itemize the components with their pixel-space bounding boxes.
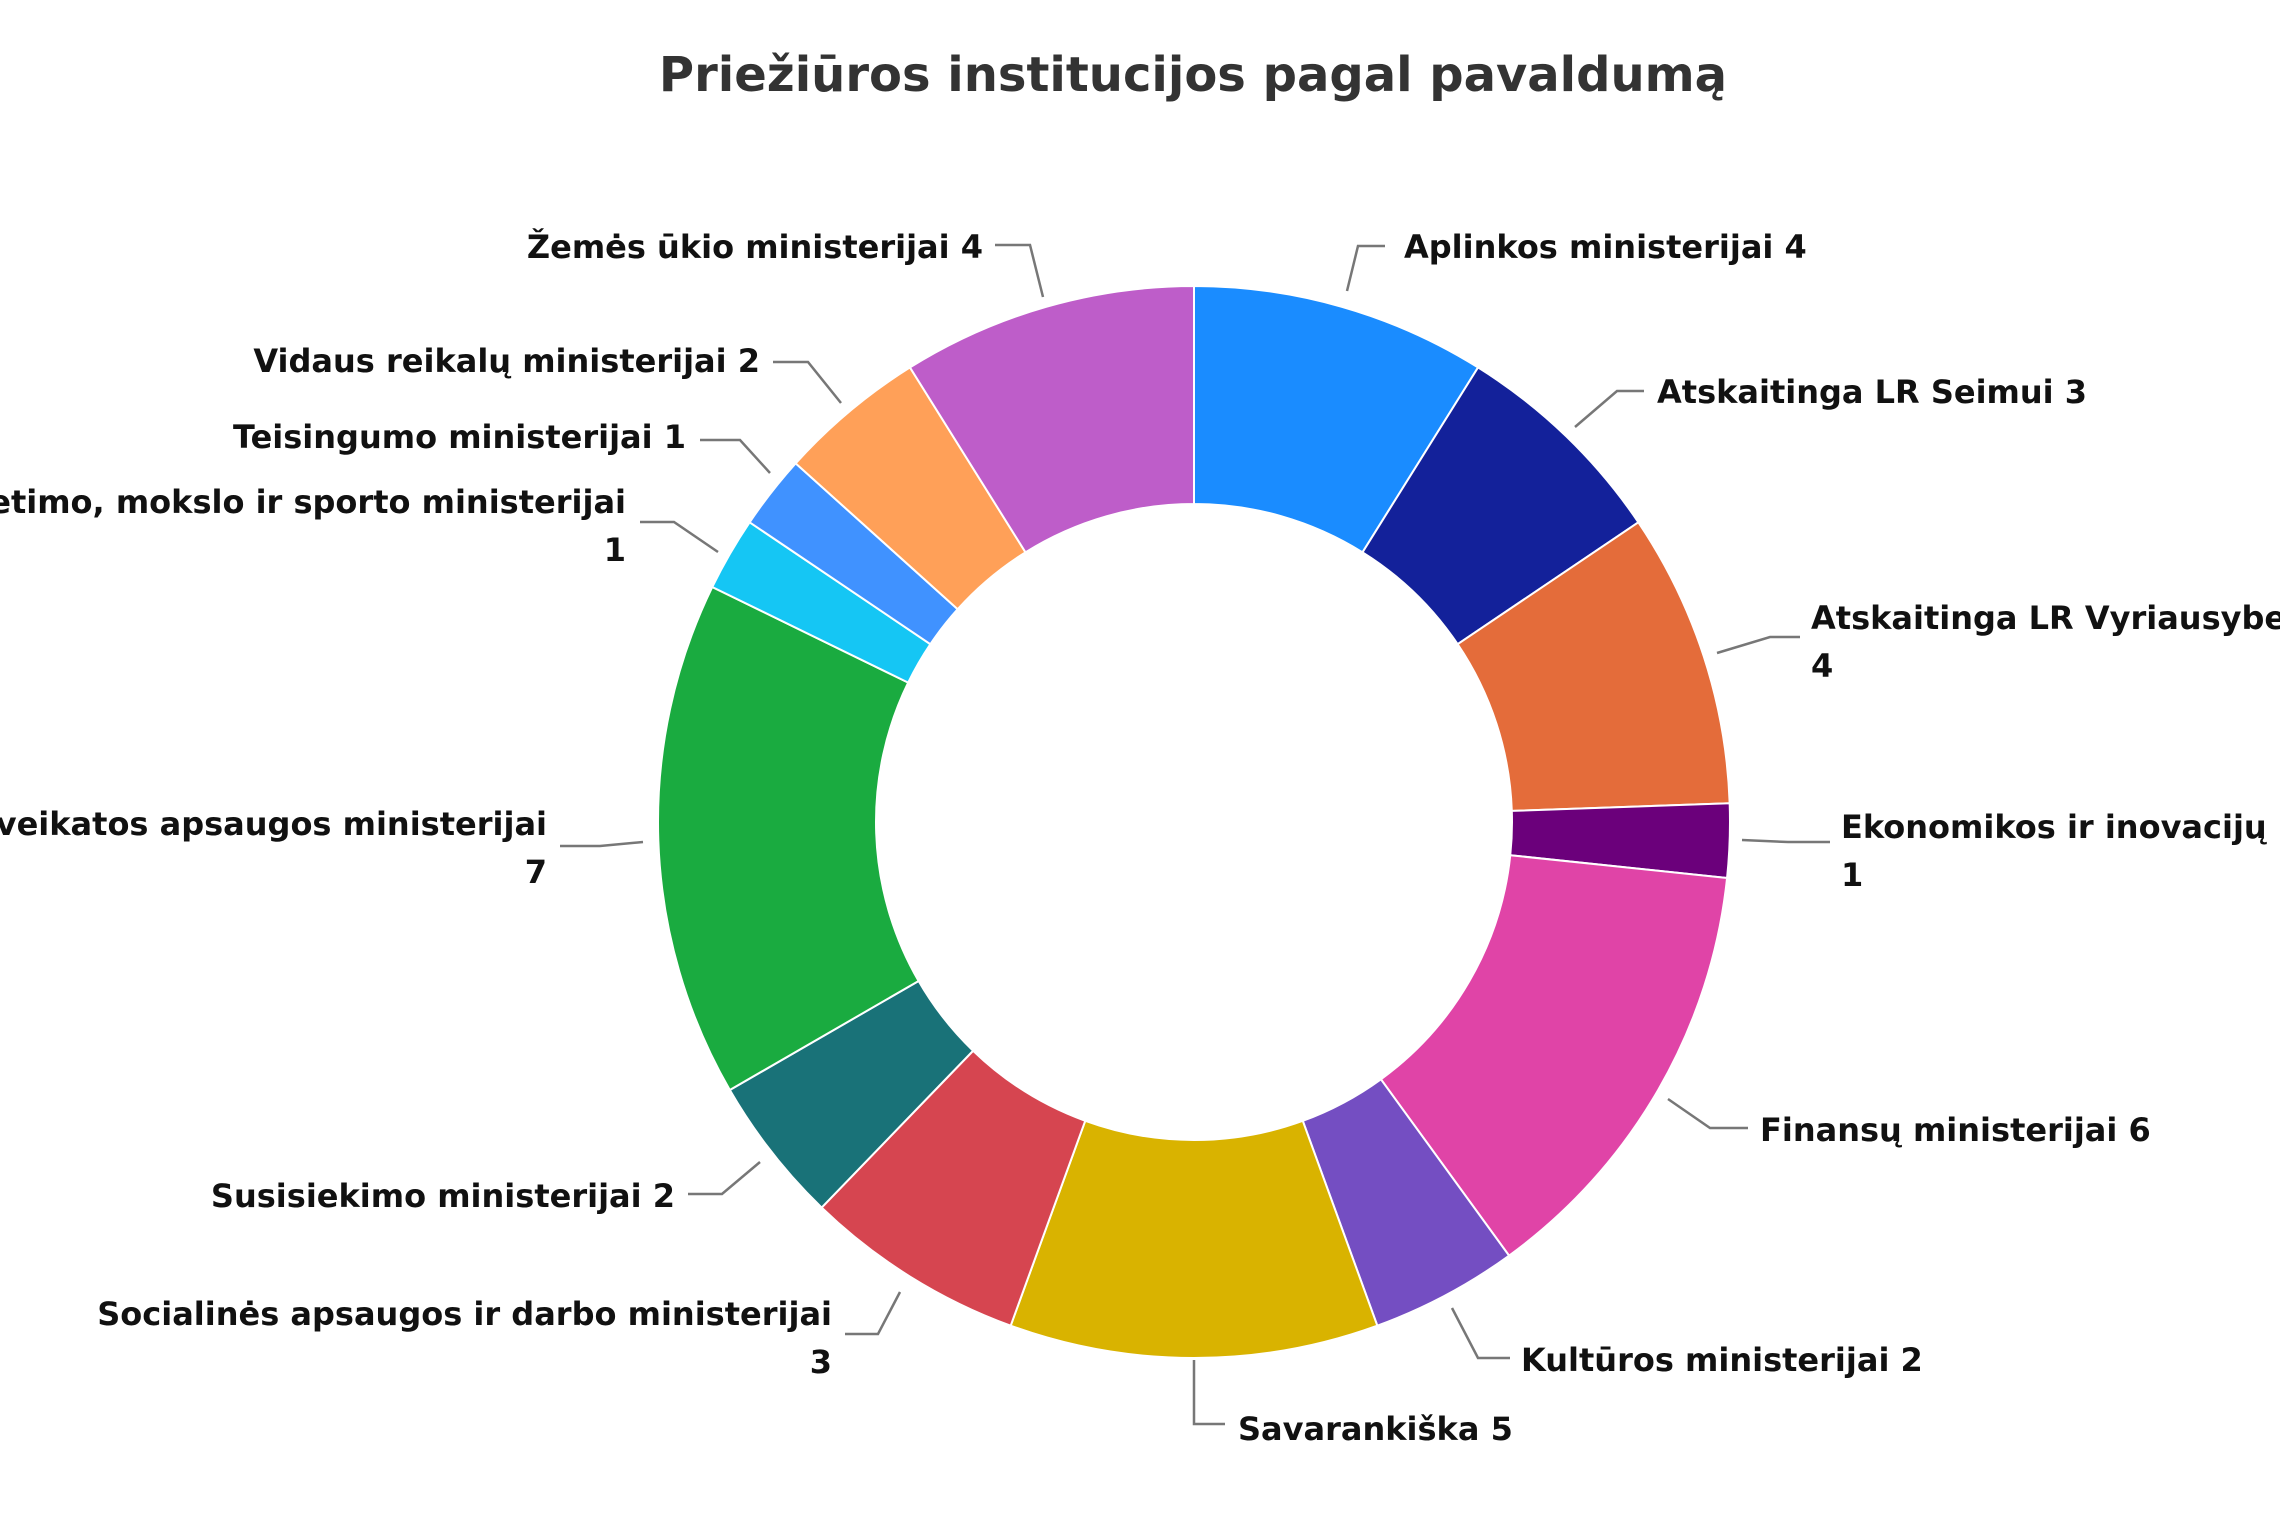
slice-label-finansu-ministerijai: Finansų ministerijai 6 — [1760, 1111, 2151, 1149]
leader-line-susisiekimo-ministerijai — [688, 1161, 761, 1196]
slice-label-teisingumo-ministerijai: Teisingumo ministerijai 1 — [233, 418, 686, 456]
leader-line-kulturos-ministerijai — [1450, 1307, 1510, 1360]
slice-label-aplinkos-ministerijai: Aplinkos ministerijai 4 — [1404, 228, 1807, 266]
slice-label-kulturos-ministerijai: Kultūros ministerijai 2 — [1521, 1341, 1923, 1379]
slice-label-svietimo-mokslo-ir-sporto-ministerijai: Švietimo, mokslo ir sporto ministerijai 1 — [0, 482, 626, 569]
leader-line-atskaitinga-lr-vyriausybei — [1716, 635, 1800, 655]
leader-line-socialines-apsaugos-ir-darbo-ministerijai — [845, 1291, 902, 1336]
slices-layer — [656, 284, 1731, 1360]
slice-savarankiska[interactable] — [1009, 1119, 1379, 1360]
slice-zemes-ukio-ministerijai[interactable] — [908, 284, 1195, 554]
leader-line-svietimo-mokslo-ir-sporto-ministerijai — [640, 520, 719, 554]
leader-line-ekonomikos-ir-inovaciju-ministerijai — [1741, 838, 1830, 844]
slice-label-sveikatos-apsaugos-ministerijai: Sveikatos apsaugos ministerijai 7 — [0, 805, 547, 891]
leader-line-finansu-ministerijai — [1667, 1097, 1748, 1130]
slice-finansu-ministerijai[interactable] — [1379, 854, 1729, 1258]
leader-line-savarankiska — [1192, 1360, 1225, 1426]
slice-label-savarankiska: Savarankiška 5 — [1238, 1410, 1513, 1448]
slice-label-atskaitinga-lr-seimui: Atskaitinga LR Seimui 3 — [1657, 373, 2087, 411]
leader-line-teisingumo-ministerijai — [700, 438, 771, 474]
slice-label-atskaitinga-lr-vyriausybei: Atskaitinga LR Vyriausybei 4 — [1811, 599, 2280, 685]
slice-label-socialines-apsaugos-ir-darbo-ministerijai: Socialinės apsaugos ir darbo ministerija… — [97, 1295, 832, 1381]
leader-line-atskaitinga-lr-seimui — [1574, 389, 1644, 428]
slice-label-zemes-ukio-ministerijai: Žemės ūkio ministerijai 4 — [527, 228, 983, 266]
leader-line-vidaus-reikalu-ministerijai — [773, 360, 842, 404]
slice-label-susisiekimo-ministerijai: Susisiekimo ministerijai 2 — [211, 1177, 675, 1215]
leader-line-sveikatos-apsaugos-ministerijai — [560, 840, 644, 848]
leader-lines-layer — [560, 243, 1830, 1426]
slice-label-vidaus-reikalu-ministerijai: Vidaus reikalų ministerijai 2 — [253, 342, 760, 380]
labels-layer: Aplinkos ministerijai 4 Atskaitinga LR Se… — [0, 228, 2280, 1448]
leader-line-zemes-ukio-ministerijai — [995, 243, 1045, 298]
leader-line-aplinkos-ministerijai — [1345, 244, 1385, 292]
chart-title: Priežiūros institucijos pagal pavaldumą — [659, 47, 1727, 103]
slice-sveikatos-apsaugos-ministerijai[interactable] — [656, 585, 920, 1092]
